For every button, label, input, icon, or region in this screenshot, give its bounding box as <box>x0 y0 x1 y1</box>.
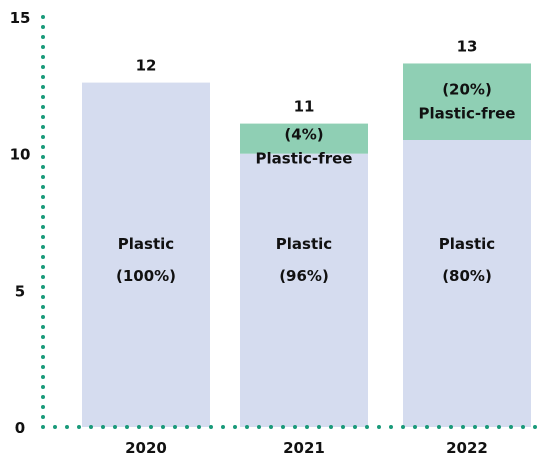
bar-plastic-free-2022 <box>403 63 531 140</box>
total-label-2020: 12 <box>136 57 157 75</box>
segment-label: Plastic-free <box>256 150 353 168</box>
y-tick-label-10: 10 <box>10 146 31 164</box>
segment-label: (100%) <box>116 267 176 285</box>
bar-plastic-2021 <box>240 153 368 427</box>
x-tick-label-2021: 2021 <box>283 439 325 457</box>
segment-label: (80%) <box>442 267 492 285</box>
total-label-2021: 11 <box>294 98 315 116</box>
y-tick-label-5: 5 <box>15 282 25 300</box>
segment-label: Plastic-free <box>419 105 516 123</box>
segment-label: Plastic <box>276 235 332 253</box>
x-tick-label-2020: 2020 <box>125 439 167 457</box>
segment-label: (96%) <box>279 267 329 285</box>
bar-plastic-free-2021 <box>240 123 368 154</box>
y-tick-label-15: 15 <box>10 9 31 27</box>
bar-plastic-2022 <box>403 140 531 427</box>
y-tick-label-0: 0 <box>15 419 25 437</box>
segment-label: Plastic <box>118 235 174 253</box>
segment-label: (4%) <box>284 126 323 144</box>
bar-plastic-2020 <box>82 82 210 427</box>
segment-label: Plastic <box>439 235 495 253</box>
segment-label: (20%) <box>442 81 492 99</box>
x-tick-label-2022: 2022 <box>446 439 488 457</box>
total-label-2022: 13 <box>457 37 478 55</box>
